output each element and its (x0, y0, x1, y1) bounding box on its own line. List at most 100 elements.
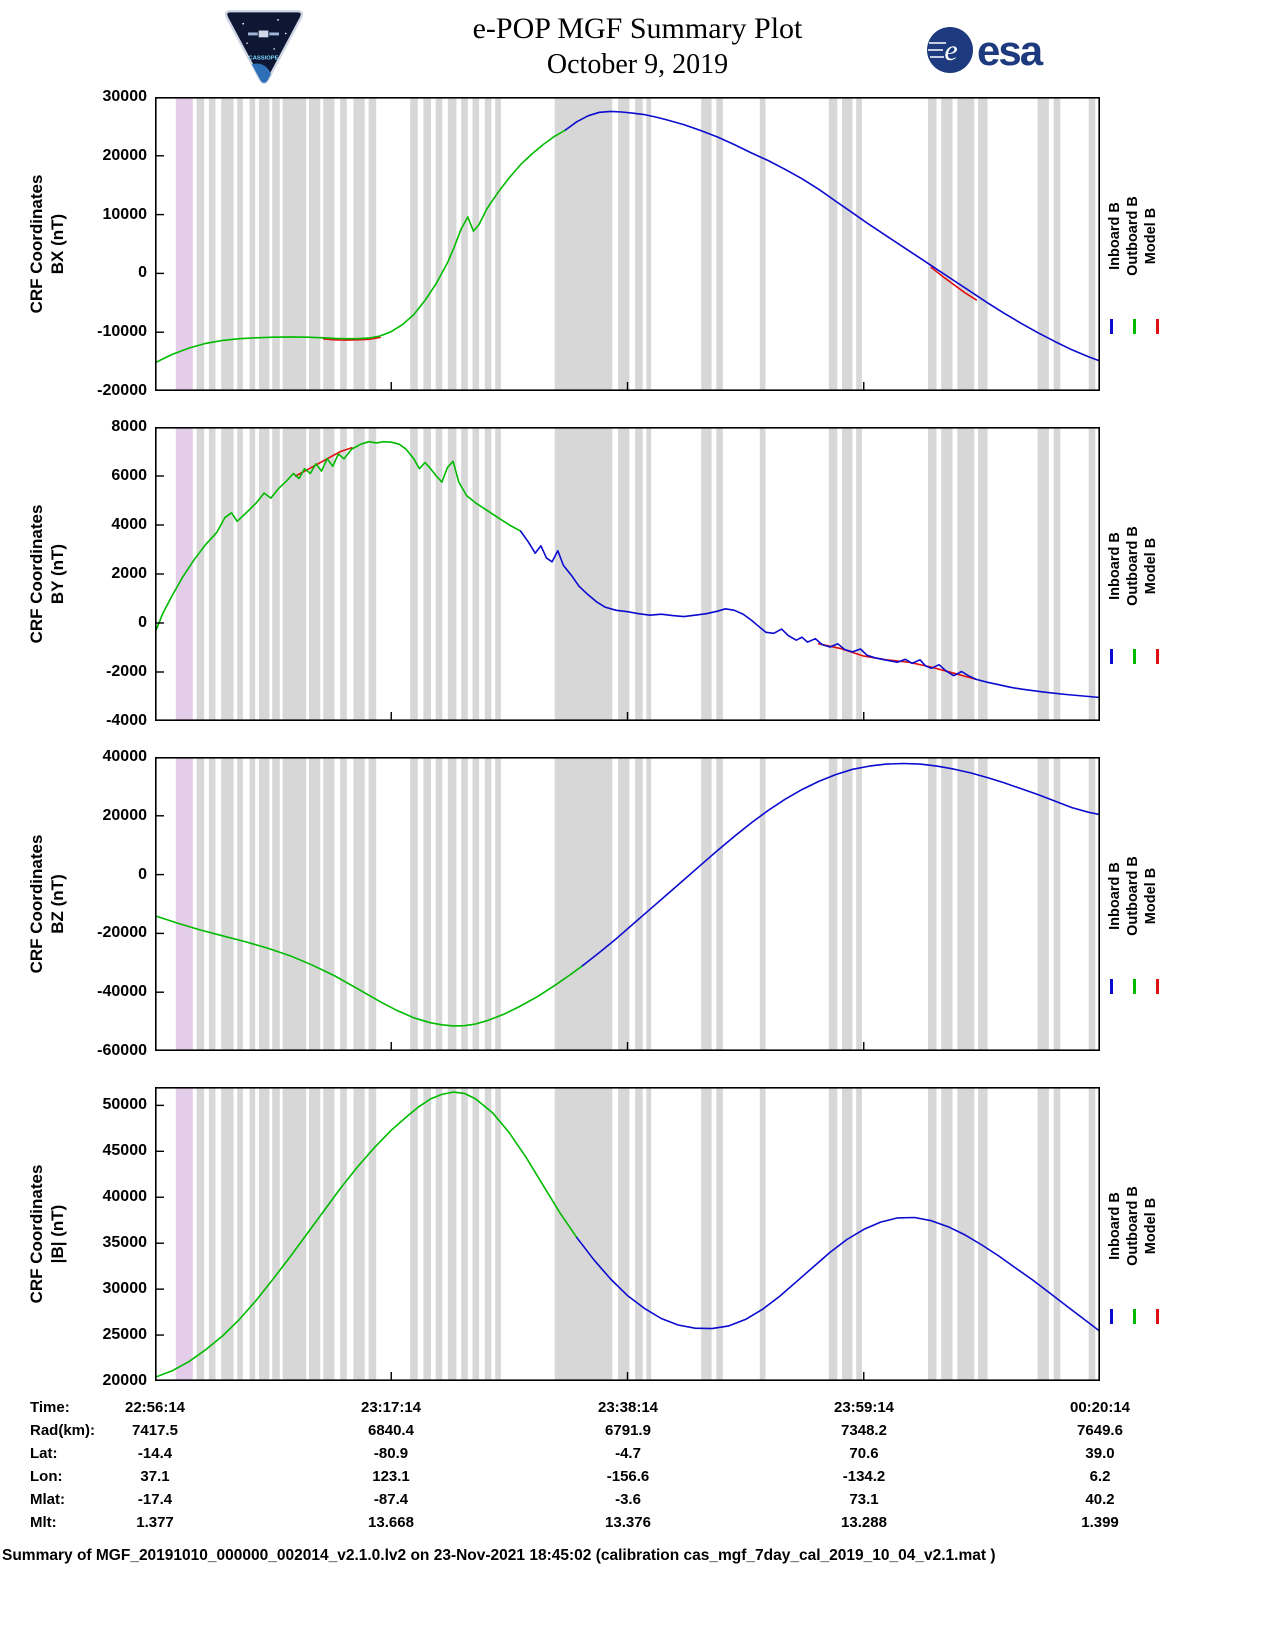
data-gap-band (368, 427, 377, 721)
axis-value: 1.377 (136, 1514, 174, 1531)
data-gap-band (423, 427, 431, 721)
legend-tick-model-b (1156, 319, 1159, 334)
legend-label-inboard-b: Inboard B (1107, 862, 1123, 930)
legend-tick-model-b (1156, 1309, 1159, 1324)
data-gap-band (842, 757, 853, 1051)
y-tick-label: 0 (138, 264, 147, 282)
legend-color-ticks (1110, 319, 1179, 339)
axis-row-label: Rad(km): (30, 1422, 96, 1439)
legend-tick-model-b (1156, 979, 1159, 994)
data-gap-band (208, 97, 216, 391)
data-gap-band (759, 757, 766, 1051)
axis-value: 7649.6 (1077, 1422, 1123, 1439)
legend-tick-inboard-b (1110, 649, 1113, 664)
y-tick-label: 2000 (111, 565, 147, 582)
data-gap-band (472, 1087, 480, 1381)
y-tick-label: 25000 (102, 1326, 148, 1344)
data-gap-band (978, 1087, 988, 1381)
legend-bz: Inboard B Outboard B Model B (1100, 757, 1275, 1051)
data-gap-band (635, 757, 643, 1051)
legend-label-outboard-b: Outboard B (1125, 526, 1141, 606)
data-gap-band (1088, 1087, 1096, 1381)
data-gap-band (646, 97, 652, 391)
series-outboard-b (155, 440, 522, 634)
data-gap-band (495, 97, 501, 391)
data-gap-band (759, 1087, 766, 1381)
series-model-b (323, 336, 381, 341)
footer-text: Summary of MGF_20191010_000000_002014_v2… (2, 1547, 996, 1564)
data-gap-band (461, 97, 468, 391)
legend-tick-outboard-b (1133, 979, 1136, 994)
esa-logo: e esa (927, 27, 1046, 74)
plot-area-bmag (155, 1087, 1100, 1381)
page-title: e-POP MGF Summary Plot (472, 12, 803, 45)
data-gap-band (461, 1087, 468, 1381)
data-gap-band (701, 1087, 712, 1381)
y-tick-label: -4000 (106, 712, 147, 729)
data-gap-band (1053, 757, 1061, 1051)
legend-tick-model-b (1156, 649, 1159, 664)
data-gap-band (635, 1087, 643, 1381)
data-gap-band (435, 97, 443, 391)
data-gap-band (309, 1087, 321, 1381)
plot-area-bx (155, 97, 1100, 391)
data-gap-band (353, 97, 365, 391)
axis-value: 123.1 (372, 1468, 410, 1485)
data-gap-band (1037, 97, 1049, 391)
legend-tick-outboard-b (1133, 319, 1136, 334)
data-gap-band (928, 1087, 937, 1381)
y-tick-label: 20000 (102, 806, 148, 824)
data-gap-band (618, 427, 630, 721)
data-gap-band (282, 97, 307, 391)
y-tick-label: -40000 (97, 983, 147, 1001)
data-gap-band (1037, 1087, 1049, 1381)
data-gap-band (323, 757, 335, 1051)
data-gap-band (716, 1087, 723, 1381)
series-model-b (930, 266, 978, 301)
axis-value: 7348.2 (841, 1422, 887, 1439)
y-tick-labels-by: -4000 -2000 0 2000 4000 6000 8000 (60, 418, 155, 729)
legend-color-ticks (1110, 979, 1179, 999)
data-gap-band (272, 427, 280, 721)
data-gap-band (196, 1087, 205, 1381)
data-gap-band (856, 97, 862, 391)
y-tick-labels-bx: -20000 -10000 0 10000 20000 30000 (60, 88, 155, 399)
data-gap-band (716, 757, 723, 1051)
axis-value: -80.9 (373, 1445, 409, 1462)
axis-value: -87.4 (373, 1491, 409, 1508)
legend-label-model-b: Model B (1143, 207, 1159, 265)
data-gap-band (472, 97, 480, 391)
data-gap-band (208, 1087, 216, 1381)
y-tick-label: -20000 (97, 924, 147, 942)
data-gap-band (957, 1087, 975, 1381)
y-tick-label: 0 (138, 614, 147, 631)
y-tick-label: 50000 (102, 1096, 148, 1114)
data-gap-band (484, 97, 492, 391)
chart-panel-bz: CRF Coordinates BZ (nT) -60000 -40000 -20000… (0, 748, 1275, 1087)
series-outboard-b (155, 915, 584, 1027)
data-gap-band (759, 97, 766, 391)
legend-labels: Inboard B Outboard B Model B (1106, 830, 1160, 962)
header: CASSIOPE e-POP MGF Summary Plot October … (0, 0, 1275, 97)
axis-value: 7417.5 (132, 1422, 178, 1439)
plot-svg-by (155, 427, 1100, 721)
data-gap-band (856, 757, 862, 1051)
data-gap-band (423, 97, 431, 391)
y-tick-label: 0 (138, 865, 147, 883)
y-tick-label: 6000 (111, 467, 147, 484)
esa-wordmark: esa (977, 27, 1044, 74)
data-gap-band (282, 1087, 307, 1381)
axis-row-label: Mlat: (30, 1491, 65, 1508)
y-tick-label: 4000 (111, 516, 147, 533)
legend-tick-inboard-b (1110, 979, 1113, 994)
data-gap-band (353, 1087, 365, 1381)
data-gap-band (941, 757, 953, 1051)
data-gap-band (237, 1087, 243, 1381)
data-gap-band (309, 757, 321, 1051)
axis-row-label: Lon: (30, 1468, 63, 1485)
axis-value: -14.4 (137, 1445, 173, 1462)
data-gap-band (554, 97, 613, 391)
data-gap-band (701, 757, 712, 1051)
data-gap-band (484, 757, 492, 1051)
axis-row-label: Time: (30, 1399, 70, 1416)
